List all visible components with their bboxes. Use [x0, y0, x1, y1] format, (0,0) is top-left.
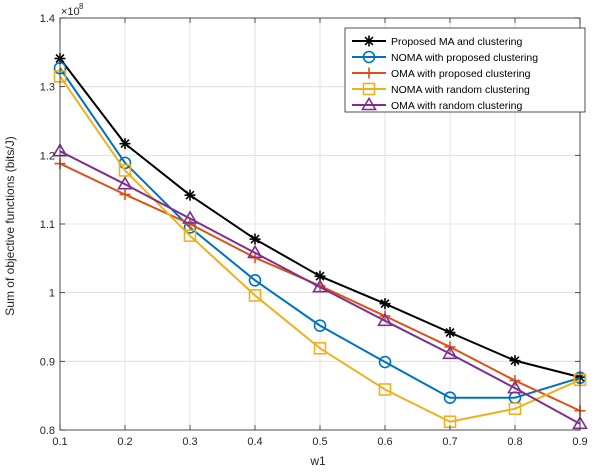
triangle-marker [312, 279, 328, 293]
square-marker [313, 341, 327, 355]
series-4 [53, 70, 587, 429]
square-marker [118, 164, 132, 177]
legend-label: OMA with proposed clustering [391, 68, 531, 80]
series-line [59, 75, 581, 423]
legend-item: OMA with proposed clustering [352, 67, 531, 80]
legend-label: OMA with random clustering [391, 100, 522, 112]
triangle-marker [247, 244, 263, 259]
legend-item: NOMA with random clustering [352, 82, 530, 96]
x-tick-label: 0.1 [52, 436, 67, 448]
asterisk-marker-stroke [315, 271, 325, 281]
legend-item: NOMA with proposed clustering [352, 50, 538, 64]
triangle-marker [182, 210, 198, 224]
triangle-marker [377, 312, 393, 327]
triangle-marker [507, 380, 523, 394]
series-line [59, 150, 581, 425]
square-marker [183, 229, 197, 242]
y-tick-label: 1.1 [40, 219, 55, 231]
asterisk-marker-stroke [445, 327, 455, 338]
y-exponent-base: ×10 [61, 6, 80, 18]
asterisk-marker-stroke [185, 190, 195, 200]
y-axis-label: Sum of objective functions (bits/J) [3, 136, 17, 315]
series-group [52, 53, 588, 430]
y-tick-label: 0.9 [40, 356, 55, 368]
series-5 [52, 143, 588, 430]
circle-marker [248, 274, 262, 287]
plus-marker [363, 67, 375, 79]
asterisk-marker-stroke [120, 139, 130, 149]
triangle-marker [361, 96, 377, 111]
asterisk-marker [119, 138, 131, 150]
asterisk-marker-stroke [510, 356, 520, 366]
circle-marker [443, 391, 457, 405]
x-tick-label: 0.9 [572, 436, 587, 448]
circle-marker [362, 50, 376, 64]
legend-label: NOMA with random clustering [391, 84, 530, 96]
asterisk-marker-stroke [364, 36, 374, 46]
plus-marker [379, 310, 391, 322]
legend: Proposed MA and clustering NOMA with prop… [344, 27, 586, 113]
y-tick-label: 1.4 [40, 13, 55, 25]
y-tick-label: 1.2 [40, 150, 55, 162]
triangle-marker [117, 176, 133, 190]
y-tick-label: 1.3 [40, 82, 55, 94]
asterisk-marker [444, 326, 456, 338]
plus-marker [184, 218, 196, 230]
x-tick-label: 0.7 [442, 436, 457, 448]
x-tick-label: 0.6 [377, 436, 392, 448]
asterisk-marker-stroke [380, 299, 390, 309]
legend-label: Proposed MA and clustering [391, 36, 522, 48]
x-tick-label: 0.2 [117, 436, 132, 448]
x-axis-label: w1 [309, 454, 326, 468]
y-exponent: ×10 8 [61, 2, 84, 18]
legend-label: NOMA with proposed clustering [391, 52, 538, 64]
legend-item: Proposed MA and clustering [352, 35, 522, 48]
circle-marker [313, 319, 327, 332]
asterisk-marker [509, 355, 521, 367]
square-marker [248, 289, 262, 302]
y-tick-label: 1 [49, 288, 55, 300]
asterisk-marker [249, 233, 261, 245]
series-line [59, 67, 581, 399]
square-marker [378, 383, 392, 396]
x-tick-label: 0.4 [247, 436, 262, 448]
circle-marker [378, 355, 392, 369]
square-marker [362, 82, 376, 96]
x-tick-label: 0.3 [182, 436, 197, 448]
legend-items: Proposed MA and clustering NOMA with prop… [352, 35, 538, 112]
legend-item: OMA with random clustering [352, 96, 522, 112]
x-tick-label: 0.8 [507, 436, 522, 448]
asterisk-marker [363, 35, 375, 47]
asterisk-marker [379, 298, 391, 310]
asterisk-marker-stroke [250, 234, 260, 244]
y-tick-label: 0.8 [40, 425, 55, 437]
plus-marker [119, 188, 131, 200]
y-exponent-power: 8 [79, 2, 84, 11]
triangle-marker [442, 345, 458, 360]
asterisk-marker [184, 189, 196, 201]
axis-ticks: 0.1 0.2 0.3 0.4 0.5 0.6 0.7 0.8 0.9 0.8 0.9 1 1.1 1.2… [40, 13, 588, 448]
square-marker [508, 402, 522, 416]
x-tick-label: 0.5 [312, 436, 327, 448]
